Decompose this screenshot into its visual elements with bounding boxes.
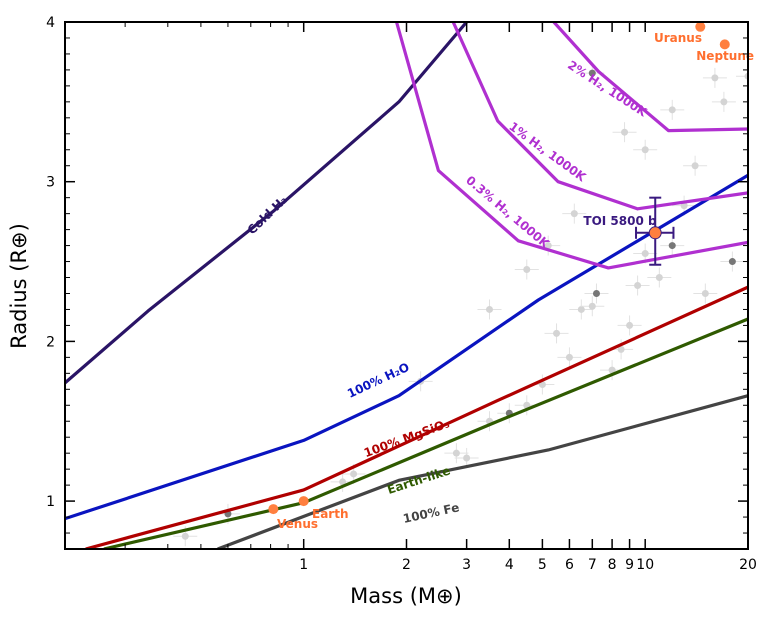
curve-4: [217, 394, 748, 549]
planet-label: Uranus: [654, 31, 702, 45]
background-planet-marker: [553, 329, 561, 337]
background-planet-marker: [565, 353, 573, 361]
background-planet-marker: [485, 305, 493, 313]
curve-3: [103, 317, 748, 549]
curve-label: 100% Fe: [402, 500, 461, 526]
background-planet-marker: [668, 106, 676, 114]
background-planet-marker: [641, 250, 649, 258]
background-planet-marker: [626, 321, 634, 329]
curve-label: 0.3% H₂, 1000K: [463, 173, 552, 251]
background-planet: [693, 283, 718, 304]
background-planet: [454, 447, 479, 468]
y-tick-label: 3: [46, 175, 55, 191]
background-planet-marker: [339, 478, 347, 486]
background-planet: [330, 471, 355, 492]
curve-1: [65, 173, 748, 521]
background-planet: [633, 243, 658, 264]
y-tick-label: 1: [46, 494, 55, 510]
background-planet-marker: [608, 366, 616, 374]
curve-0: [65, 22, 468, 385]
background-planet: [477, 299, 502, 320]
planet-marker-earth: [298, 496, 309, 507]
target-marker: [648, 226, 662, 240]
x-tick-label: 2: [402, 557, 411, 573]
curve-7: [552, 22, 748, 133]
background-planet-marker: [720, 98, 728, 106]
background-planet: [633, 139, 658, 160]
curve-label: 2% H₂, 1000K: [565, 58, 650, 120]
background-planet: [444, 443, 469, 464]
background-planet: [584, 283, 609, 304]
x-tick-label: 3: [462, 557, 471, 573]
background-planet-marker: [641, 146, 649, 154]
background-planet: [617, 315, 642, 336]
x-tick-label: 6: [565, 557, 574, 573]
background-planet-marker: [621, 128, 629, 136]
background-planet: [173, 526, 198, 547]
background-planet: [562, 203, 587, 224]
background-planet-marker: [577, 305, 585, 313]
planet-label: Neptune: [696, 49, 754, 63]
background-planet: [660, 235, 685, 256]
x-tick-label: 1: [299, 557, 308, 573]
background-planet-marker: [617, 345, 625, 353]
background-planet: [625, 275, 650, 296]
planet-marker-uranus: [695, 21, 706, 32]
background-planet: [683, 155, 708, 176]
background-planet: [536, 235, 561, 256]
background-planet: [557, 347, 582, 368]
x-tick-label: 10: [636, 557, 654, 573]
background-planet-marker: [634, 282, 642, 289]
planet-marker-venus: [268, 504, 279, 515]
background-planet-marker: [544, 242, 552, 250]
background-planet-marker: [592, 289, 600, 297]
background-planet: [580, 296, 605, 317]
curve-label: Cold H₂: [245, 193, 290, 237]
curve-label: Earth-like: [385, 463, 452, 497]
background-planet-marker: [350, 470, 358, 478]
background-planet-marker: [570, 210, 578, 218]
target-label: TOI 5800 b: [583, 214, 657, 228]
y-tick-label: 4: [46, 15, 55, 31]
background-planet: [660, 99, 685, 120]
background-planet-marker: [691, 162, 699, 170]
background-planet-marker: [181, 532, 189, 540]
x-tick-label: 7: [588, 557, 597, 573]
x-tick-label: 8: [608, 557, 617, 573]
background-planet: [569, 299, 594, 320]
background-planet-marker: [668, 242, 676, 250]
background-planet: [720, 251, 745, 272]
x-axis-label: Mass (M⊕): [350, 584, 462, 608]
planet-marker-neptune: [719, 39, 730, 50]
background-planet: [514, 259, 539, 280]
background-planet-marker: [588, 69, 596, 77]
background-planet: [702, 67, 727, 88]
x-tick-label: 20: [739, 557, 757, 573]
x-tick-label: 5: [538, 557, 547, 573]
y-axis-label: Radius (R⊕): [7, 223, 31, 349]
curve-label: 100% MgSiO₃: [362, 416, 451, 460]
x-tick-label: 4: [505, 557, 514, 573]
background-planet: [647, 267, 672, 288]
curve-label: 1% H₂, 1000K: [506, 119, 589, 184]
background-planet-marker: [588, 302, 596, 310]
y-tick-label: 2: [46, 334, 55, 350]
background-planet-marker: [711, 74, 719, 82]
background-planet: [612, 122, 637, 143]
planet-label: Earth: [312, 507, 349, 521]
planet-label: Venus: [277, 517, 318, 531]
background-planet-marker: [452, 449, 460, 457]
background-planet-marker: [463, 454, 471, 462]
background-planet-marker: [728, 258, 736, 266]
background-planet-marker: [701, 289, 709, 297]
curve-2: [85, 285, 748, 549]
background-planet-marker: [655, 274, 663, 282]
background-planet: [544, 323, 569, 344]
curve-6: [451, 22, 748, 211]
background-planet: [711, 91, 736, 112]
background-planet-marker: [523, 266, 531, 274]
x-tick-label: 9: [625, 557, 634, 573]
